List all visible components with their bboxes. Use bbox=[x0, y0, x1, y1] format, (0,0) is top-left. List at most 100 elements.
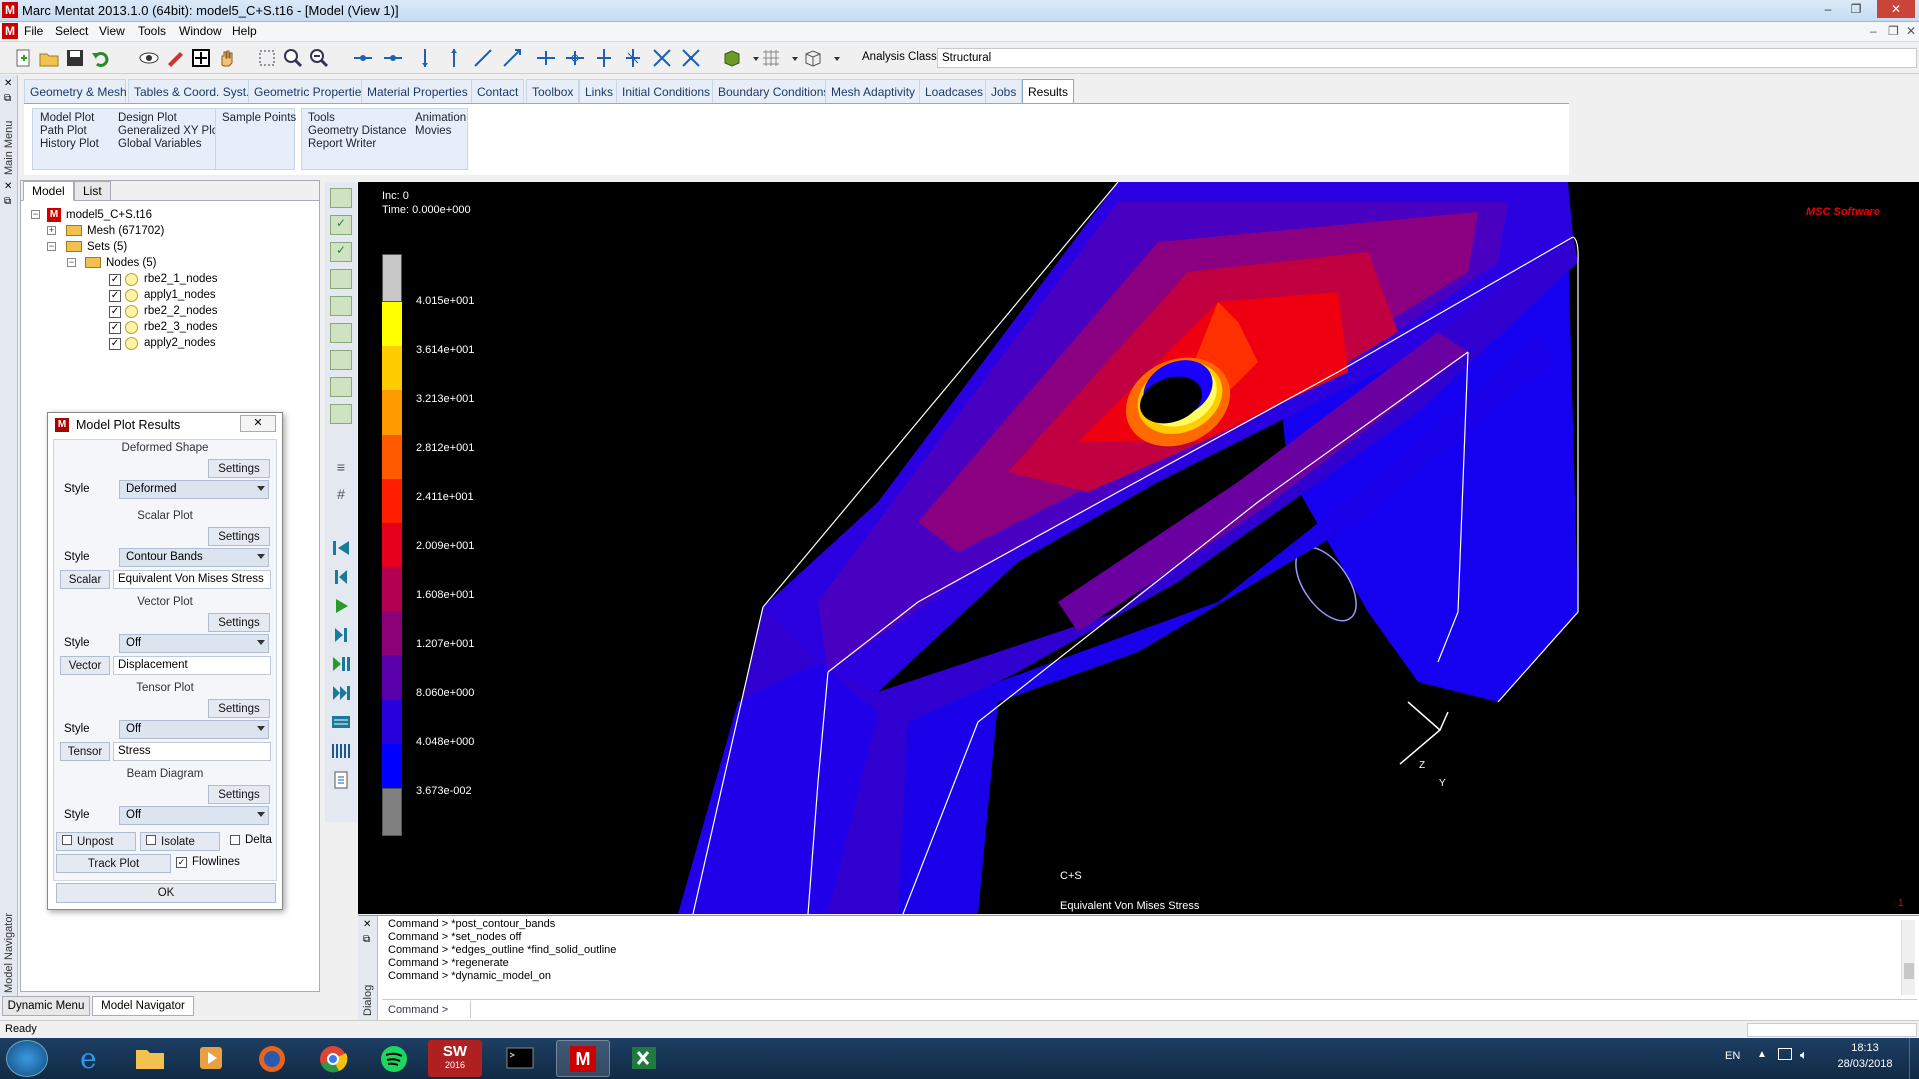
report-writer-link[interactable]: Report Writer bbox=[308, 138, 377, 150]
file-explorer-icon[interactable] bbox=[123, 1040, 177, 1077]
scrollbar-thumb[interactable] bbox=[1904, 963, 1914, 979]
fill-view-icon[interactable] bbox=[164, 47, 186, 69]
list-icon[interactable]: ≡ bbox=[336, 459, 346, 475]
beam-style-select[interactable]: Off bbox=[119, 806, 269, 825]
node-set-checkbox[interactable]: ✓ bbox=[109, 322, 121, 334]
clock-time[interactable]: 18:13 bbox=[1851, 1042, 1879, 1054]
marc-mentat-taskbar-icon[interactable]: M bbox=[556, 1040, 610, 1077]
flowlines-checkbox[interactable]: ✓ bbox=[176, 857, 187, 868]
action-center-icon[interactable] bbox=[1778, 1048, 1792, 1060]
first-increment-icon[interactable] bbox=[330, 538, 352, 558]
clock-date[interactable]: 28/03/2018 bbox=[1837, 1058, 1893, 1070]
dialog-close-icon[interactable]: ✕ bbox=[363, 919, 372, 930]
node-set-checkbox[interactable]: ✓ bbox=[109, 306, 121, 318]
geometry-distance-link[interactable]: Geometry Distance bbox=[308, 125, 407, 137]
model-navigator-label[interactable]: Model Navigator bbox=[3, 912, 15, 993]
mdi-minimize-button[interactable]: – bbox=[1870, 24, 1877, 38]
shading-dropdown-icon[interactable] bbox=[745, 47, 759, 69]
menu-tools[interactable]: Tools bbox=[138, 24, 167, 38]
grid-dropdown-icon[interactable] bbox=[784, 47, 798, 69]
vector-field[interactable]: Displacement bbox=[113, 656, 271, 675]
tab-contact[interactable]: Contact bbox=[471, 79, 525, 103]
deformed-style-select[interactable]: Deformed bbox=[119, 480, 269, 499]
tree-node-set[interactable]: rbe2_1_nodes bbox=[144, 273, 218, 285]
solidworks-icon[interactable]: SW 2016 bbox=[428, 1040, 482, 1077]
play-all-icon[interactable] bbox=[330, 654, 352, 674]
tensor-settings-button[interactable]: Settings bbox=[208, 699, 270, 718]
last-increment-icon[interactable] bbox=[330, 683, 352, 703]
command-prompt-icon[interactable] bbox=[493, 1040, 547, 1077]
tab-geometric-properties[interactable]: Geometric Properties bbox=[248, 79, 374, 103]
hash-icon[interactable]: # bbox=[337, 486, 345, 502]
tools-link[interactable]: Tools bbox=[308, 112, 335, 124]
tree-node-set[interactable]: rbe2_3_nodes bbox=[144, 321, 218, 333]
excel-icon[interactable] bbox=[617, 1040, 671, 1077]
delta-checkbox[interactable] bbox=[230, 835, 240, 845]
minimize-button[interactable]: – bbox=[1824, 2, 1832, 16]
mesh-expand-icon[interactable]: + bbox=[47, 225, 56, 235]
rotate-z-minus-icon[interactable] bbox=[472, 47, 494, 69]
node-set-checkbox[interactable]: ✓ bbox=[109, 290, 121, 302]
rotate-z-plus-icon[interactable] bbox=[501, 47, 523, 69]
open-folder-icon[interactable] bbox=[38, 47, 60, 69]
tab-links[interactable]: Links bbox=[579, 79, 620, 103]
new-file-icon[interactable] bbox=[12, 47, 34, 69]
rotate-x-minus-icon[interactable] bbox=[352, 47, 374, 69]
unpost-toggle[interactable]: Unpost bbox=[56, 832, 136, 851]
start-button[interactable] bbox=[6, 1040, 48, 1077]
track-plot-button[interactable]: Track Plot bbox=[56, 854, 171, 873]
tab-boundary-conditions[interactable]: Boundary Conditions bbox=[712, 79, 836, 103]
animation-link[interactable]: Animation bbox=[415, 112, 467, 124]
tree-node-set[interactable]: rbe2_2_nodes bbox=[144, 305, 218, 317]
select-node-icon[interactable] bbox=[330, 269, 352, 289]
select-solid-icon[interactable] bbox=[330, 404, 352, 424]
tab-loadcases[interactable]: Loadcases bbox=[919, 79, 990, 103]
scalar-button[interactable]: Scalar bbox=[60, 570, 110, 589]
dialog-title-bar[interactable]: M Model Plot Results ✕ bbox=[48, 413, 282, 437]
scalar-field[interactable]: Equivalent Von Mises Stress bbox=[113, 570, 271, 589]
view-y-axis-icon[interactable] bbox=[680, 47, 702, 69]
analysis-class-field[interactable]: Structural bbox=[937, 48, 1917, 68]
tray-expand-icon[interactable]: ▲ bbox=[1757, 1049, 1767, 1060]
main-menu-label[interactable]: Main Menu bbox=[3, 120, 15, 175]
vector-settings-button[interactable]: Settings bbox=[208, 613, 270, 632]
chrome-icon[interactable] bbox=[306, 1040, 360, 1077]
translate-horizontal-icon[interactable] bbox=[535, 47, 557, 69]
cube-dropdown-icon[interactable] bbox=[826, 47, 840, 69]
internet-explorer-icon[interactable]: e bbox=[63, 1040, 117, 1077]
rotate-y-plus-icon[interactable] bbox=[443, 47, 465, 69]
tree-nodes[interactable]: Nodes (5) bbox=[106, 257, 157, 269]
language-indicator[interactable]: EN bbox=[1725, 1050, 1741, 1062]
tab-list[interactable]: List bbox=[74, 181, 111, 201]
global-variables-link[interactable]: Global Variables bbox=[118, 138, 202, 150]
path-plot-link[interactable]: Path Plot bbox=[40, 125, 87, 137]
tab-model-navigator[interactable]: Model Navigator bbox=[92, 996, 194, 1016]
rotate-y-minus-icon[interactable] bbox=[414, 47, 436, 69]
menu-window[interactable]: Window bbox=[179, 24, 222, 38]
isolate-toggle[interactable]: Isolate bbox=[140, 832, 220, 851]
tab-dynamic-menu[interactable]: Dynamic Menu bbox=[2, 996, 90, 1016]
close-button[interactable]: ✕ bbox=[1877, 0, 1915, 18]
view-reset-icon[interactable] bbox=[622, 47, 644, 69]
volume-icon[interactable]: 🔈︎ bbox=[1800, 1047, 1808, 1062]
mdi-restore-button[interactable]: ❐ bbox=[1888, 24, 1899, 38]
history-plot-link[interactable]: History Plot bbox=[40, 138, 99, 150]
main-menu-float-icon[interactable]: ⧉ bbox=[4, 93, 12, 104]
wireframe-cube-icon[interactable] bbox=[802, 47, 824, 69]
spotify-icon[interactable] bbox=[367, 1040, 421, 1077]
zoom-box-icon[interactable] bbox=[256, 47, 278, 69]
select-edge-icon[interactable] bbox=[330, 323, 352, 343]
tab-tables-coord[interactable]: Tables & Coord. Syst. bbox=[128, 79, 270, 103]
node-set-checkbox[interactable]: ✓ bbox=[109, 338, 121, 350]
scan-icon[interactable] bbox=[330, 741, 352, 761]
dialog-close-button[interactable]: ✕ bbox=[240, 415, 276, 432]
nodes-collapse-icon[interactable]: − bbox=[67, 257, 76, 267]
report-icon[interactable] bbox=[330, 770, 352, 790]
save-icon[interactable] bbox=[64, 47, 86, 69]
mesh-grid-icon[interactable] bbox=[760, 47, 782, 69]
unpost-checkbox[interactable] bbox=[62, 835, 72, 845]
tree-node-set[interactable]: apply2_nodes bbox=[144, 337, 216, 349]
scalar-settings-button[interactable]: Settings bbox=[208, 527, 270, 546]
firefox-icon[interactable] bbox=[245, 1040, 299, 1077]
tensor-button[interactable]: Tensor bbox=[60, 742, 110, 761]
